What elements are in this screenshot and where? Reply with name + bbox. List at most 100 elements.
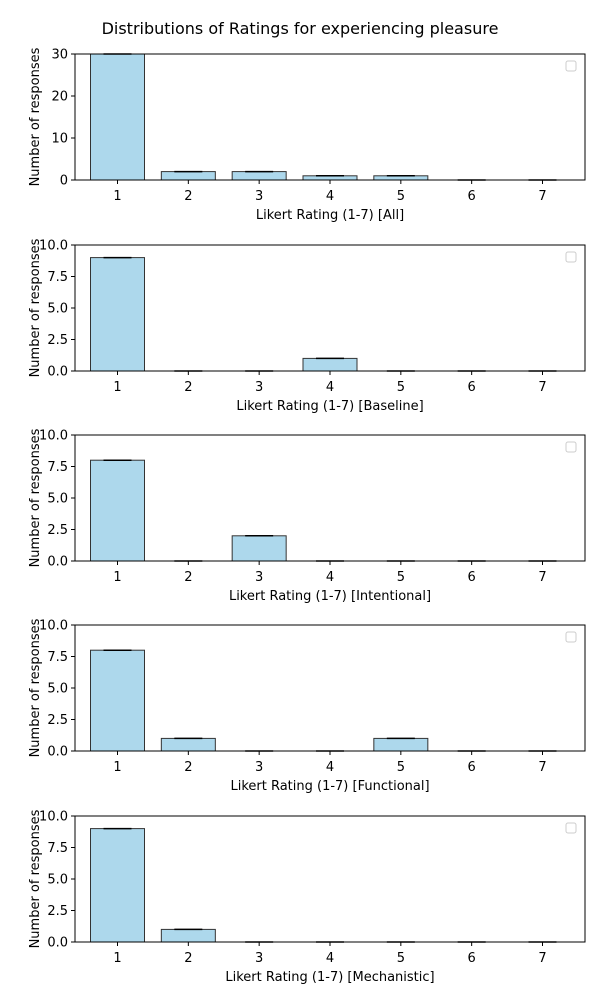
y-tick-label: 2.5 [47, 904, 68, 919]
x-tick-label: 4 [326, 570, 334, 585]
x-tick-label: 2 [184, 951, 192, 966]
x-tick-label: 3 [255, 760, 263, 775]
x-tick-label: 4 [326, 760, 334, 775]
x-tick-label: 5 [397, 951, 405, 966]
x-tick-label: 4 [326, 951, 334, 966]
bar [160, 171, 216, 181]
x-tick-label: 3 [255, 951, 263, 966]
x-tick-label: 1 [113, 570, 121, 585]
x-tick-label: 5 [397, 760, 405, 775]
y-tick-label: 30 [51, 48, 68, 63]
x-axis-label: Likert Rating (1-7) [All] [256, 208, 404, 223]
subplot-5: 1 2 3 4 5 6 7 0.0 2.5 5.0 7.5 10.0 Likert Rating (1-… [28, 809, 586, 985]
y-tick-label: 0.0 [47, 555, 68, 570]
x-tick-label: 3 [255, 189, 263, 204]
legend-box [565, 251, 577, 263]
x-tick-label: 6 [468, 570, 476, 585]
x-tick-label: 4 [326, 189, 334, 204]
x-tick-label: 3 [255, 570, 263, 585]
x-tick-label: 5 [397, 189, 405, 204]
axes-frame [74, 434, 586, 562]
y-tick-label: 0.0 [47, 365, 68, 380]
axes-frame [74, 53, 586, 181]
bar [231, 535, 287, 562]
subplot-grid: 1 2 3 4 5 6 7 0 10 20 30 Likert Rating (1-7) [All] N… [28, 47, 586, 985]
bar [90, 53, 145, 181]
bar [160, 737, 216, 752]
x-axis-label: Likert Rating (1-7) [Intentional] [229, 589, 431, 604]
x-tick-label: 7 [538, 189, 546, 204]
x-tick-label: 7 [538, 760, 546, 775]
y-axis-label: Number of responses [28, 47, 43, 186]
x-tick-label: 7 [538, 570, 546, 585]
legend-box [565, 631, 577, 643]
x-tick-label: 6 [468, 951, 476, 966]
y-axis-label: Number of responses [28, 809, 43, 948]
x-tick-label: 2 [184, 189, 192, 204]
y-tick-label: 0.0 [47, 936, 68, 951]
x-tick-label: 3 [255, 380, 263, 395]
subplot-3: 1 2 3 4 5 6 7 0.0 2.5 5.0 7.5 10.0 Likert Rating (1-… [28, 428, 586, 604]
x-tick-label: 6 [468, 380, 476, 395]
subplot-4: 1 2 3 4 5 6 7 0.0 2.5 5.0 7.5 10.0 Likert Rating (1-… [28, 618, 586, 794]
y-tick-label: 7.5 [47, 841, 68, 856]
bar [231, 171, 287, 181]
y-tick-label: 5.0 [47, 873, 68, 888]
y-tick-label: 0.0 [47, 745, 68, 760]
figure-title: Distributions of Ratings for experiencin… [102, 19, 499, 38]
y-tick-label: 10.0 [39, 239, 68, 254]
bar [302, 357, 358, 372]
y-tick-label: 7.5 [47, 650, 68, 665]
y-tick-label: 7.5 [47, 270, 68, 285]
legend-box [565, 822, 577, 834]
x-tick-label: 2 [184, 570, 192, 585]
bar [90, 459, 145, 562]
legend-box [565, 60, 577, 72]
x-tick-label: 1 [113, 951, 121, 966]
bar [90, 649, 145, 752]
x-tick-label: 6 [468, 189, 476, 204]
y-tick-label: 10.0 [39, 810, 68, 825]
y-axis-label: Number of responses [28, 238, 43, 377]
x-tick-label: 7 [538, 380, 546, 395]
axes-frame [74, 244, 586, 372]
axes-frame [74, 624, 586, 752]
x-tick-label: 1 [113, 760, 121, 775]
y-tick-label: 0 [60, 174, 68, 189]
bar [90, 828, 145, 943]
y-tick-label: 10.0 [39, 429, 68, 444]
y-tick-label: 20 [51, 90, 68, 105]
x-tick-label: 7 [538, 951, 546, 966]
x-tick-label: 4 [326, 380, 334, 395]
y-tick-label: 2.5 [47, 333, 68, 348]
x-tick-label: 6 [468, 760, 476, 775]
legend-box [565, 441, 577, 453]
subplot-2: 1 2 3 4 5 6 7 0.0 2.5 5.0 7.5 10.0 Likert Rating (1-… [28, 238, 586, 414]
subplot-1: 1 2 3 4 5 6 7 0 10 20 30 Likert Rating (1-7) [All] N… [28, 47, 586, 223]
axes-frame [74, 815, 586, 943]
bar [90, 257, 145, 372]
bar [373, 737, 429, 752]
x-tick-label: 5 [397, 570, 405, 585]
y-tick-label: 10.0 [39, 619, 68, 634]
x-axis-label: Likert Rating (1-7) [Functional] [230, 779, 429, 794]
y-tick-label: 7.5 [47, 460, 68, 475]
y-tick-label: 2.5 [47, 523, 68, 538]
x-tick-label: 2 [184, 380, 192, 395]
x-tick-label: 1 [113, 189, 121, 204]
y-axis-label: Number of responses [28, 618, 43, 757]
y-tick-label: 10 [51, 132, 68, 147]
x-axis-label: Likert Rating (1-7) [Baseline] [236, 399, 423, 414]
y-tick-label: 5.0 [47, 302, 68, 317]
x-tick-label: 2 [184, 760, 192, 775]
bar [160, 928, 216, 943]
y-tick-label: 5.0 [47, 492, 68, 507]
x-tick-label: 1 [113, 380, 121, 395]
y-tick-label: 5.0 [47, 682, 68, 697]
x-axis-label: Likert Rating (1-7) [Mechanistic] [225, 970, 434, 985]
y-tick-label: 2.5 [47, 713, 68, 728]
x-tick-label: 5 [397, 380, 405, 395]
y-axis-label: Number of responses [28, 428, 43, 567]
